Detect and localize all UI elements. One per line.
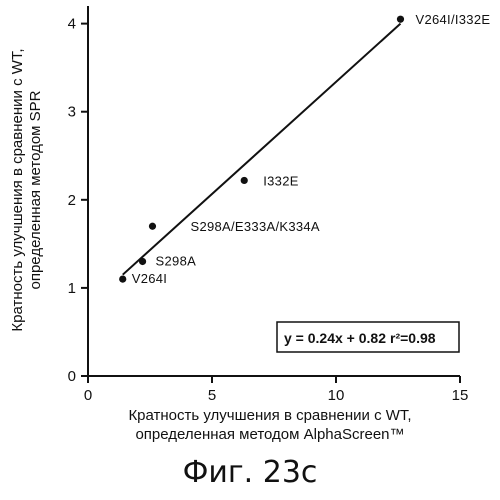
- fit-line: [123, 24, 401, 275]
- y-tick-label: 1: [68, 280, 76, 297]
- point-label: I332E: [263, 173, 299, 188]
- y-axis-title-line-2: определенная методом SPR: [27, 90, 44, 289]
- y-axis-title: Кратность улучшения в сравнении с WT, оп…: [9, 48, 44, 331]
- equation-text: y = 0.24x + 0.82: [284, 330, 386, 346]
- equation-box: y = 0.24x + 0.82 r²=0.98: [277, 322, 459, 352]
- y-tick-label: 4: [68, 16, 76, 33]
- y-axis-title-line-1: Кратность улучшения в сравнении с WT,: [9, 48, 26, 331]
- data-point: [397, 16, 404, 23]
- y-axis: 0 1 2 3 4: [68, 6, 88, 385]
- x-ticks: 0 5 10 15: [84, 376, 469, 404]
- data-point: [139, 258, 146, 265]
- x-tick-label: 10: [328, 387, 345, 404]
- data-point: [241, 177, 248, 184]
- y-tick-label: 0: [68, 368, 76, 385]
- x-tick-label: 15: [452, 387, 469, 404]
- point-label: V264I/I332E: [415, 12, 490, 27]
- x-axis-title-line-2: определенная методом AlphaScreen™: [135, 426, 404, 443]
- data-point: [119, 275, 126, 282]
- r-squared-text: r²=0.98: [390, 330, 436, 346]
- data-points: V264I S298A S298A/E333A/K334A I332E V264I/I3…: [119, 12, 490, 286]
- x-axis: 0 5 10 15: [84, 376, 469, 404]
- point-label: V264I: [132, 271, 167, 286]
- y-tick-label: 3: [68, 104, 76, 121]
- data-point: [149, 223, 156, 230]
- y-tick-label: 2: [68, 192, 76, 209]
- x-tick-label: 0: [84, 387, 92, 404]
- point-label: S298A: [156, 253, 197, 268]
- y-ticks: 0 1 2 3 4: [68, 16, 88, 385]
- x-tick-label: 5: [208, 387, 216, 404]
- figure-caption: Фиг. 23с: [183, 455, 318, 490]
- x-axis-title-line-1: Кратность улучшения в сравнении с WT,: [128, 407, 411, 424]
- point-label: S298A/E333A/K334A: [190, 219, 319, 234]
